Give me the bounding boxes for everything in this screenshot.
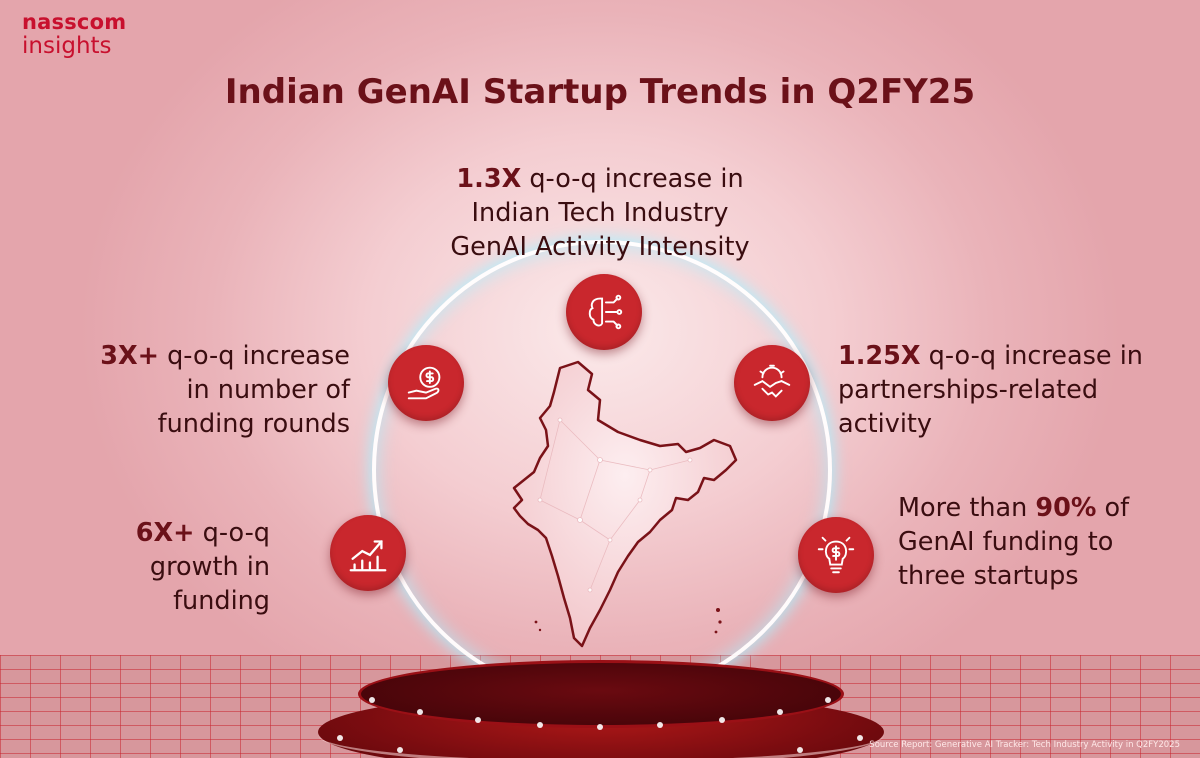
lightbulb-dollar-icon-circle <box>798 517 874 593</box>
lightbulb-dollar-icon <box>817 536 855 574</box>
stat-left-top-line1: q-o-q increase <box>158 341 350 371</box>
growth-chart-icon-circle <box>330 515 406 591</box>
source-note: Source Report: Generative AI Tracker: Te… <box>869 740 1180 750</box>
stat-right-top-highlight: 1.25X <box>838 341 921 371</box>
stat-left-bottom-line2: growth in <box>149 552 270 582</box>
stat-top: 1.3X q-o-q increase in Indian Tech Indus… <box>400 162 800 264</box>
nasscom-insights-logo: nasscom insights <box>22 12 126 58</box>
stat-top-line3: GenAI Activity Intensity <box>450 232 750 262</box>
stat-left-bottom: 6X+ q-o-q growth in funding <box>40 516 270 618</box>
stat-top-line2: Indian Tech Industry <box>471 198 729 228</box>
handshake-gear-icon <box>753 364 791 398</box>
stat-right-bottom-highlight: 90% <box>1035 493 1097 523</box>
ai-brain-icon-circle <box>566 274 642 350</box>
stat-left-top-line2: in number of <box>186 375 350 405</box>
stat-top-highlight: 1.3X <box>456 164 522 194</box>
stat-left-bottom-line1: q-o-q <box>194 518 270 548</box>
stat-right-bottom-line3: three startups <box>898 561 1079 591</box>
stat-top-line1: q-o-q increase in <box>521 164 744 194</box>
stat-right-top: 1.25X q-o-q increase in partnerships-rel… <box>838 339 1188 441</box>
logo-line-1: nasscom <box>22 10 127 34</box>
stat-right-top-line3: activity <box>838 409 932 439</box>
india-map-icon <box>512 360 738 648</box>
stat-right-bottom-prefix: More than <box>898 493 1036 523</box>
growth-chart-icon <box>349 540 387 572</box>
stat-left-bottom-line3: funding <box>173 586 270 616</box>
logo-line-2: insights <box>22 33 112 59</box>
stat-left-top: 3X+ q-o-q increase in number of funding … <box>40 339 350 441</box>
hand-coin-icon-circle <box>388 345 464 421</box>
stat-left-top-line3: funding rounds <box>157 409 350 439</box>
handshake-gear-icon-circle <box>734 345 810 421</box>
stat-left-bottom-highlight: 6X+ <box>135 518 195 548</box>
page-title: Indian GenAI Startup Trends in Q2FY25 <box>224 72 976 112</box>
stat-right-bottom: More than 90% of GenAI funding to three … <box>898 491 1188 593</box>
stat-right-top-line1: q-o-q increase in <box>920 341 1143 371</box>
hand-coin-icon <box>407 366 441 400</box>
stat-right-bottom-suffix: of <box>1096 493 1130 523</box>
ai-brain-icon <box>588 294 623 330</box>
stat-right-bottom-line2: GenAI funding to <box>898 527 1114 557</box>
stat-right-top-line2: partnerships-related <box>838 375 1099 405</box>
stat-left-top-highlight: 3X+ <box>100 341 159 371</box>
podium-top <box>358 660 844 728</box>
